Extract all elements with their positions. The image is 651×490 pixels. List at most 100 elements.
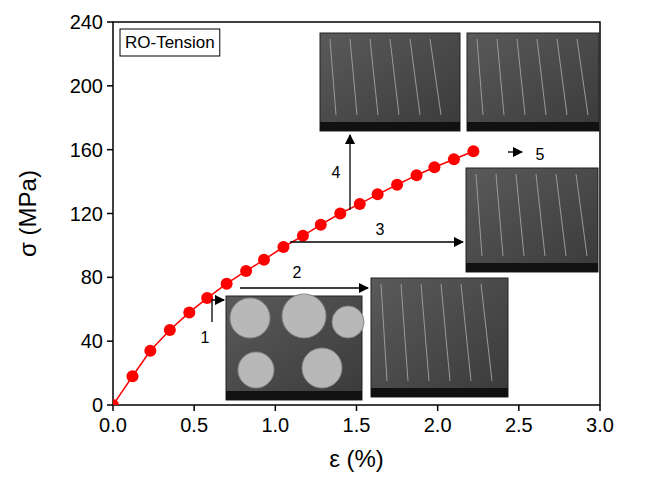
- x-tick-label: 0.5: [180, 414, 208, 436]
- annotation-arrow: [212, 300, 224, 322]
- x-tick: [437, 405, 439, 411]
- sem-texture: [557, 39, 567, 115]
- y-axis-title: σ (MPa): [14, 170, 41, 257]
- data-point: [411, 169, 423, 181]
- data-point: [221, 278, 233, 290]
- annotation-label: 1: [201, 329, 210, 346]
- x-tick-label: 2.0: [424, 414, 452, 436]
- y-tick-label: 240: [70, 11, 103, 33]
- sem-texture: [537, 39, 546, 115]
- title-frame: [120, 29, 220, 56]
- sem-texture: [401, 284, 408, 381]
- data-point: [428, 161, 440, 173]
- sem-texture: [536, 174, 545, 256]
- x-tick: [518, 405, 520, 411]
- data-point: [372, 188, 384, 200]
- y-tick-label: 80: [81, 266, 103, 288]
- x-tick: [356, 405, 358, 411]
- data-point: [164, 324, 176, 336]
- title: RO-Tension: [125, 33, 215, 52]
- x-axis-title: ε (%): [329, 445, 384, 472]
- data-point: [354, 198, 366, 210]
- data-point: [144, 345, 156, 357]
- sem-footer: [467, 122, 599, 131]
- sem-fiber: [302, 348, 342, 388]
- x-tick: [275, 405, 277, 411]
- data-point: [391, 179, 403, 191]
- x-tick-label: 3.0: [586, 414, 614, 436]
- sem-texture: [390, 39, 399, 115]
- x-tick: [112, 405, 114, 411]
- y-tick-label: 40: [81, 330, 103, 352]
- sem-texture: [410, 39, 420, 115]
- chart: 0.00.51.01.52.02.53.004080120160200240ε …: [0, 0, 651, 490]
- data-point: [113, 399, 119, 405]
- y-tick-label: 120: [70, 203, 103, 225]
- y-tick: [107, 85, 113, 87]
- sem-texture: [381, 284, 387, 381]
- sem-texture: [370, 39, 378, 115]
- sem-texture: [496, 174, 503, 256]
- y-tick: [107, 404, 113, 406]
- sem-fiber: [238, 352, 274, 388]
- y-tick-label: 160: [70, 139, 103, 161]
- sem-image-frame: [467, 33, 599, 131]
- sem-image-frame: [371, 278, 508, 397]
- sem-image: [371, 278, 508, 397]
- sem-image: [320, 33, 460, 131]
- sem-fiber: [332, 306, 364, 338]
- x-tick-label: 1.0: [261, 414, 289, 436]
- sem-texture: [497, 39, 504, 115]
- annotation-label: 2: [293, 264, 302, 281]
- sem-texture: [556, 174, 566, 256]
- y-tick: [107, 277, 113, 279]
- y-tick: [107, 21, 113, 23]
- sem-texture: [430, 39, 441, 115]
- data-point: [126, 370, 138, 382]
- sem-texture: [576, 174, 587, 256]
- data-point: [467, 145, 479, 157]
- sem-texture: [517, 39, 525, 115]
- x-tick: [193, 405, 195, 411]
- y-tick-label: 0: [92, 394, 103, 416]
- annotation-arrow: [508, 151, 522, 152]
- sem-footer: [466, 263, 598, 272]
- plot-area: [113, 145, 479, 405]
- sem-texture: [330, 39, 336, 115]
- annotation-label: 3: [376, 221, 385, 238]
- data-point: [277, 241, 289, 253]
- y-tick: [107, 340, 113, 342]
- data-point: [297, 230, 309, 242]
- sem-image: [467, 33, 599, 131]
- x-tick: [599, 405, 601, 411]
- data-line: [113, 151, 473, 405]
- plot-frame: [113, 22, 600, 405]
- annotation-arrow: [240, 287, 368, 288]
- sem-image-frame: [320, 33, 460, 131]
- sem-image: [226, 294, 364, 400]
- data-point: [183, 306, 195, 318]
- sem-texture: [481, 284, 492, 381]
- sem-footer: [320, 122, 460, 131]
- annotation-label: 5: [536, 146, 545, 163]
- sem-texture: [421, 284, 429, 381]
- sem-footer: [371, 388, 508, 397]
- sem-image-frame: [466, 168, 598, 272]
- sem-texture: [477, 39, 483, 115]
- sem-footer: [226, 391, 362, 400]
- data-point: [240, 265, 252, 277]
- sem-image: [466, 168, 598, 272]
- annotation-arrow: [349, 135, 350, 210]
- annotation-arrow: [290, 241, 463, 242]
- sem-texture: [476, 174, 482, 256]
- data-point: [448, 153, 460, 165]
- sem-fiber: [282, 294, 326, 338]
- y-tick: [107, 213, 113, 215]
- data-point: [315, 219, 327, 231]
- x-tick-label: 1.5: [343, 414, 371, 436]
- sem-texture: [461, 284, 471, 381]
- title-box: RO-Tension: [120, 29, 220, 56]
- data-point: [258, 254, 270, 266]
- sem-fiber: [230, 298, 270, 338]
- y-tick-label: 200: [70, 75, 103, 97]
